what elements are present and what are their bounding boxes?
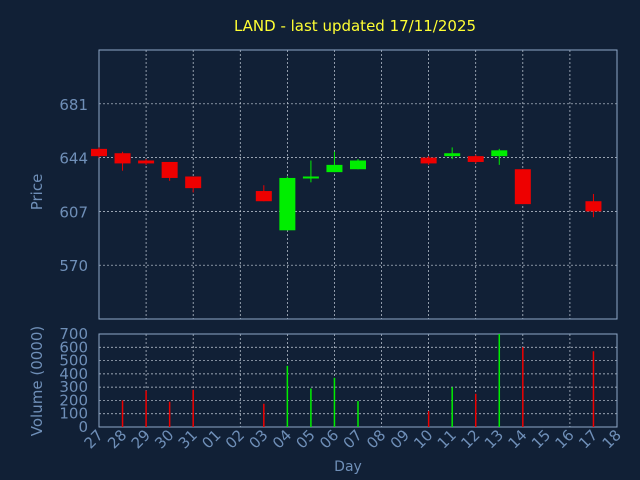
volume-bars [121,334,595,427]
candle-body [255,191,272,202]
candle-body [114,153,131,164]
day-tick-label: 31 [175,426,201,452]
day-tick-label: 13 [481,426,507,452]
day-tick-label: 28 [104,426,130,452]
volume-axis-label: Volume (0000) [28,326,46,436]
volume-bar [263,403,265,427]
candle-body [326,164,343,173]
day-tick-label: 08 [363,426,389,452]
price-tick-labels: 570 607 644 681 [59,96,88,275]
candle-body [420,157,437,164]
candle-body [302,176,319,179]
price-grid [98,50,618,319]
day-tick-label: 16 [552,426,578,452]
candle-body [161,161,178,178]
day-tick-label: 01 [198,426,224,452]
chart-title: LAND - last updated 17/11/2025 [234,17,476,35]
day-tick-label: 07 [340,426,366,452]
day-tick-label: 02 [222,426,248,452]
volume-tick-label: 0 [78,418,88,436]
price-tick-label: 681 [59,96,88,114]
candle-body [138,160,155,164]
volume-bar [451,387,453,427]
volume-bar [522,347,524,427]
day-tick-label: 29 [128,426,154,452]
price-tick-label: 570 [59,257,88,275]
volume-tick-label: 400 [59,365,88,383]
day-tick-label: 03 [245,426,271,452]
price-panel-frame [98,49,618,320]
day-tick-label: 11 [434,426,460,452]
candle-body [185,176,202,189]
day-tick-label: 09 [387,426,413,452]
price-axis-label: Price [28,174,46,211]
day-tick-label: 30 [151,426,177,452]
day-tick-label: 04 [269,426,295,452]
candle-body [91,148,107,157]
candle-body [467,156,484,162]
day-axis-label: Day [334,459,362,475]
day-tick-label: 14 [504,426,530,452]
volume-tick-label: 700 [59,325,88,343]
volume-bar [333,377,336,427]
volume-bar [427,411,430,427]
volume-tick-label: 500 [59,352,88,370]
day-tick-labels: 2728293031010203040506070809101112131415… [81,426,625,452]
day-tick-label: 15 [528,426,554,452]
volume-bar [121,400,124,427]
volume-bar [592,351,595,427]
volume-tick-label: 200 [59,391,88,409]
volume-bar [357,401,359,427]
volume-bar [168,401,171,427]
day-tick-label: 18 [599,426,625,452]
day-tick-label: 06 [316,426,342,452]
volume-bar [286,365,289,427]
volume-tick-label: 100 [59,405,88,423]
price-tick-label: 607 [59,203,88,221]
candle-body [514,169,531,205]
day-tick-label: 05 [293,426,319,452]
volume-bar [310,388,312,427]
candle-body [279,177,296,231]
volume-bar [145,390,147,427]
candle-body [491,150,508,157]
volume-bar [474,393,477,427]
candle-body [444,153,461,157]
volume-bar [192,389,194,427]
volume-tick-label: 300 [59,378,88,396]
volume-bar [498,334,501,427]
candle-body [350,160,366,170]
day-tick-label: 12 [457,426,483,452]
candles [91,147,602,231]
day-tick-label: 10 [410,426,436,452]
price-tick-label: 644 [59,150,88,168]
candle-body [585,201,602,212]
volume-tick-label: 600 [59,338,88,356]
day-tick-label: 17 [575,426,601,452]
